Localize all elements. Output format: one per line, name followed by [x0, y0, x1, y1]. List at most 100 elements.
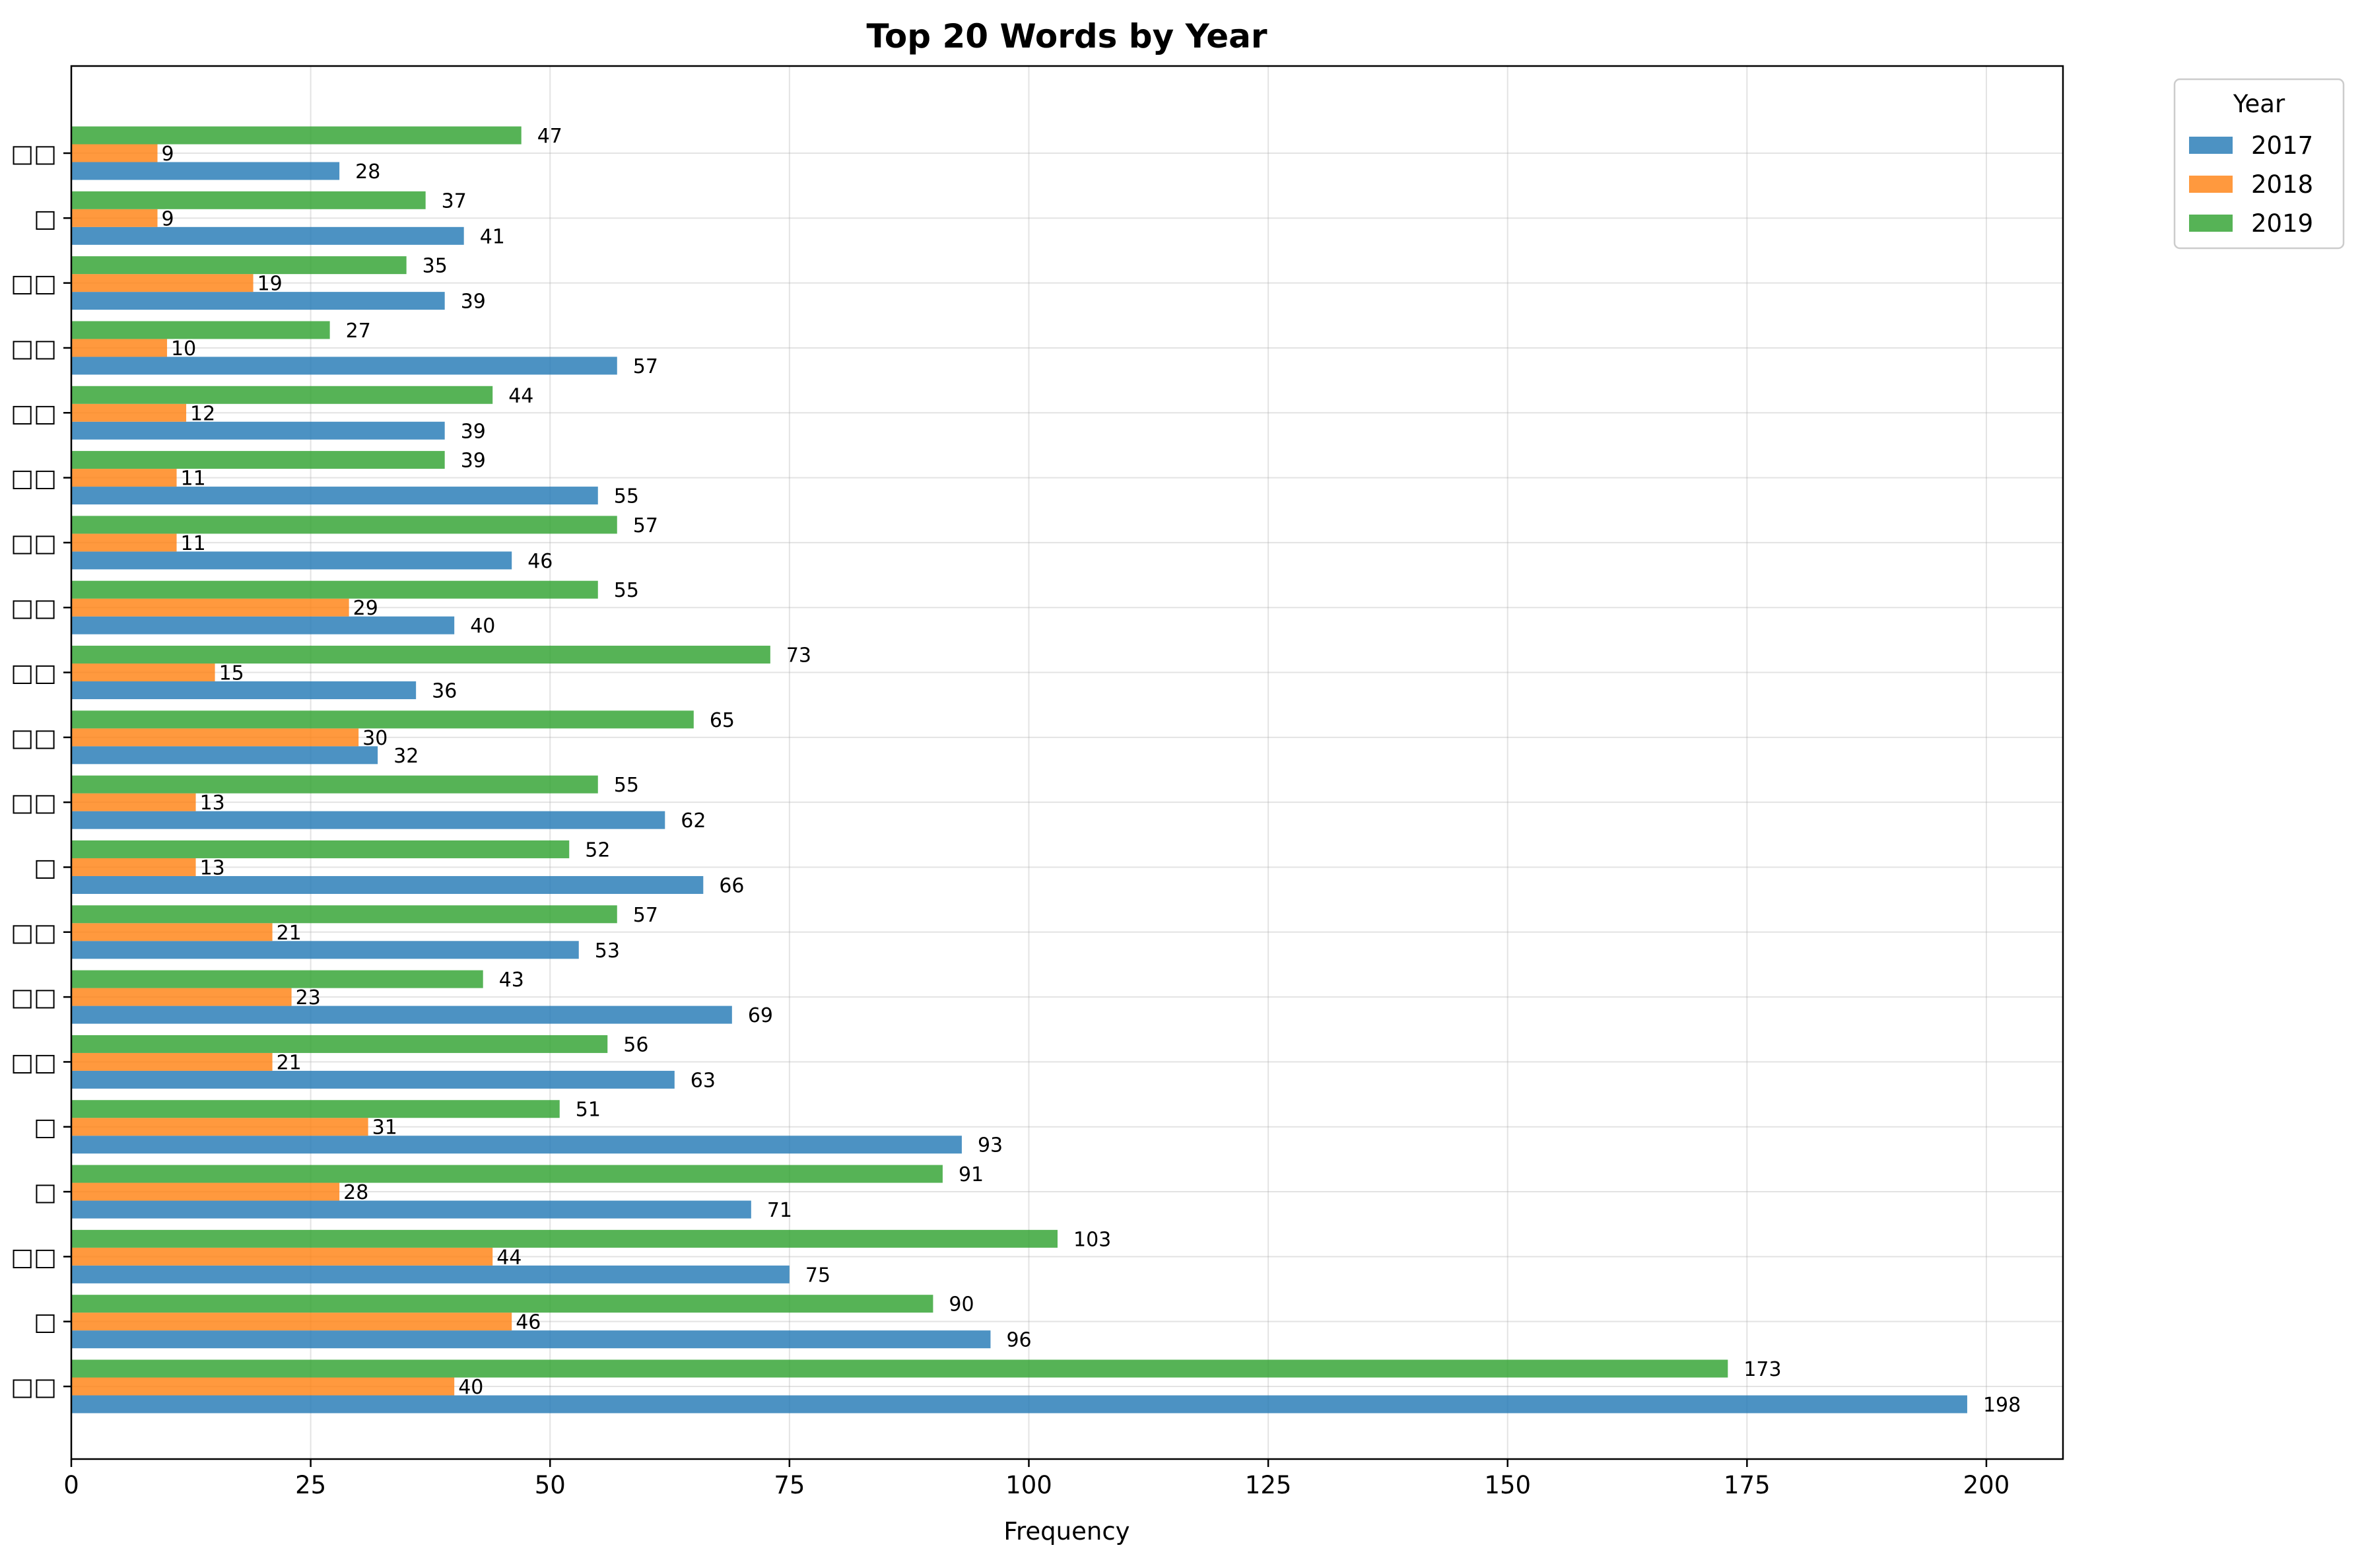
- y-tick-label: □: [34, 204, 57, 232]
- data-label: 47: [537, 125, 562, 148]
- data-label: 96: [1006, 1329, 1031, 1352]
- bar: [71, 386, 493, 404]
- x-tick-label: 150: [1484, 1471, 1531, 1499]
- bars: [71, 126, 1967, 1414]
- bar: [71, 858, 196, 876]
- data-label: 37: [442, 189, 467, 213]
- data-label: 44: [496, 1246, 522, 1269]
- data-label: 57: [633, 514, 658, 537]
- bar: [71, 516, 617, 534]
- data-label: 30: [362, 727, 388, 750]
- bar: [71, 1100, 560, 1118]
- legend-entry: 2018: [2251, 170, 2313, 199]
- x-axis: 0 25 50 75 100 125 150 175 200: [63, 1459, 2009, 1499]
- bar: [71, 1229, 1058, 1248]
- x-tick-label: 75: [774, 1471, 805, 1499]
- bar: [71, 923, 273, 941]
- y-tick-label: □□: [11, 1048, 57, 1076]
- y-tick-label: □□: [11, 464, 57, 493]
- legend-title: Year: [2233, 90, 2285, 118]
- data-label: 27: [346, 320, 371, 343]
- data-label: 32: [393, 745, 419, 768]
- bar: [71, 681, 417, 700]
- data-label: 90: [949, 1293, 974, 1316]
- bar: [71, 126, 522, 145]
- bar: [71, 1006, 732, 1024]
- bar: [71, 988, 292, 1006]
- y-axis: □□□□□□□□□□□□□□□□□□□□□□□□□□□□□□□□□□□: [11, 139, 71, 1401]
- data-label: 21: [277, 1051, 302, 1074]
- data-label: 198: [1983, 1394, 2021, 1417]
- data-label: 71: [767, 1199, 792, 1222]
- chart-title: Top 20 Words by Year: [866, 17, 1267, 55]
- y-tick-label: □: [34, 1308, 57, 1336]
- data-label: 55: [614, 485, 639, 508]
- bar: [71, 1247, 493, 1266]
- bar: [71, 256, 407, 275]
- data-label: 28: [355, 160, 380, 184]
- bar: [71, 339, 168, 357]
- data-label: 40: [458, 1376, 483, 1399]
- y-tick-label: □□: [11, 1373, 57, 1401]
- x-tick-label: 200: [1963, 1471, 2010, 1499]
- bar: [71, 469, 177, 487]
- bar: [71, 1200, 751, 1219]
- legend-swatch: [2189, 215, 2233, 232]
- x-tick-label: 50: [535, 1471, 566, 1499]
- bar: [71, 357, 617, 375]
- bar: [71, 1377, 455, 1396]
- data-label: 28: [343, 1181, 368, 1204]
- y-tick-label: □□: [11, 724, 57, 752]
- x-tick-label: 25: [295, 1471, 326, 1499]
- bar: [71, 274, 253, 292]
- bar: [71, 1295, 933, 1313]
- bar: [71, 1052, 273, 1071]
- bar: [71, 941, 579, 959]
- bar: [71, 162, 340, 180]
- data-label: 43: [499, 969, 524, 992]
- bar: [71, 1312, 512, 1331]
- y-tick-label: □□: [11, 983, 57, 1011]
- data-label: 55: [614, 579, 639, 602]
- bar: [71, 1182, 340, 1201]
- bar: [71, 1165, 943, 1183]
- data-label: 173: [1743, 1358, 1781, 1381]
- bar: [71, 793, 196, 811]
- bar: [71, 775, 598, 794]
- legend-swatch: [2189, 176, 2233, 193]
- data-label: 73: [786, 644, 811, 667]
- bar: [71, 970, 483, 988]
- legend: Year 2017 2018 2019: [2173, 78, 2345, 250]
- bar: [71, 1070, 675, 1089]
- data-label: 57: [633, 904, 658, 927]
- y-tick-label: □□: [11, 334, 57, 362]
- data-label: 35: [422, 255, 448, 278]
- bar: [71, 1118, 368, 1136]
- bar: [71, 746, 378, 765]
- bar: [71, 421, 445, 440]
- legend-box: [2173, 78, 2345, 250]
- data-label: 63: [691, 1069, 716, 1092]
- data-label: 23: [296, 986, 321, 1009]
- data-labels: 198 40 173 96 46 90 75 44 103 71 28 91 93 31 51 63 21 56 6…: [162, 125, 2021, 1417]
- bar: [71, 811, 665, 829]
- y-tick-label: □: [34, 1178, 57, 1206]
- data-label: 11: [181, 467, 206, 491]
- data-label: 65: [710, 709, 735, 732]
- bar: [71, 710, 694, 729]
- bar: [71, 1136, 962, 1154]
- data-label: 29: [353, 597, 378, 620]
- data-label: 53: [595, 939, 620, 963]
- bar: [71, 321, 330, 339]
- plot-frame: [70, 65, 2064, 1460]
- y-tick-label: □□: [11, 788, 57, 817]
- data-label: 10: [171, 337, 196, 360]
- y-tick-label: □□: [11, 594, 57, 622]
- bar: [71, 292, 445, 310]
- data-label: 46: [516, 1311, 541, 1334]
- x-tick-label: 100: [1005, 1471, 1052, 1499]
- data-label: 11: [181, 532, 206, 555]
- bar: [71, 226, 464, 245]
- data-label: 40: [470, 615, 495, 638]
